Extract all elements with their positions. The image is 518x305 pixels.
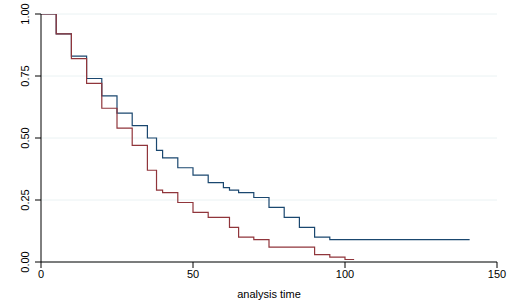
- svg-text:analysis time: analysis time: [237, 288, 301, 300]
- svg-text:0.25: 0.25: [19, 189, 31, 210]
- svg-text:0.75: 0.75: [19, 65, 31, 86]
- svg-text:0.00: 0.00: [19, 251, 31, 272]
- svg-text:100: 100: [336, 268, 354, 280]
- svg-text:150: 150: [488, 268, 506, 280]
- svg-text:50: 50: [187, 268, 199, 280]
- svg-text:0.50: 0.50: [19, 127, 31, 148]
- svg-text:0: 0: [38, 268, 44, 280]
- svg-text:1.00: 1.00: [19, 3, 31, 24]
